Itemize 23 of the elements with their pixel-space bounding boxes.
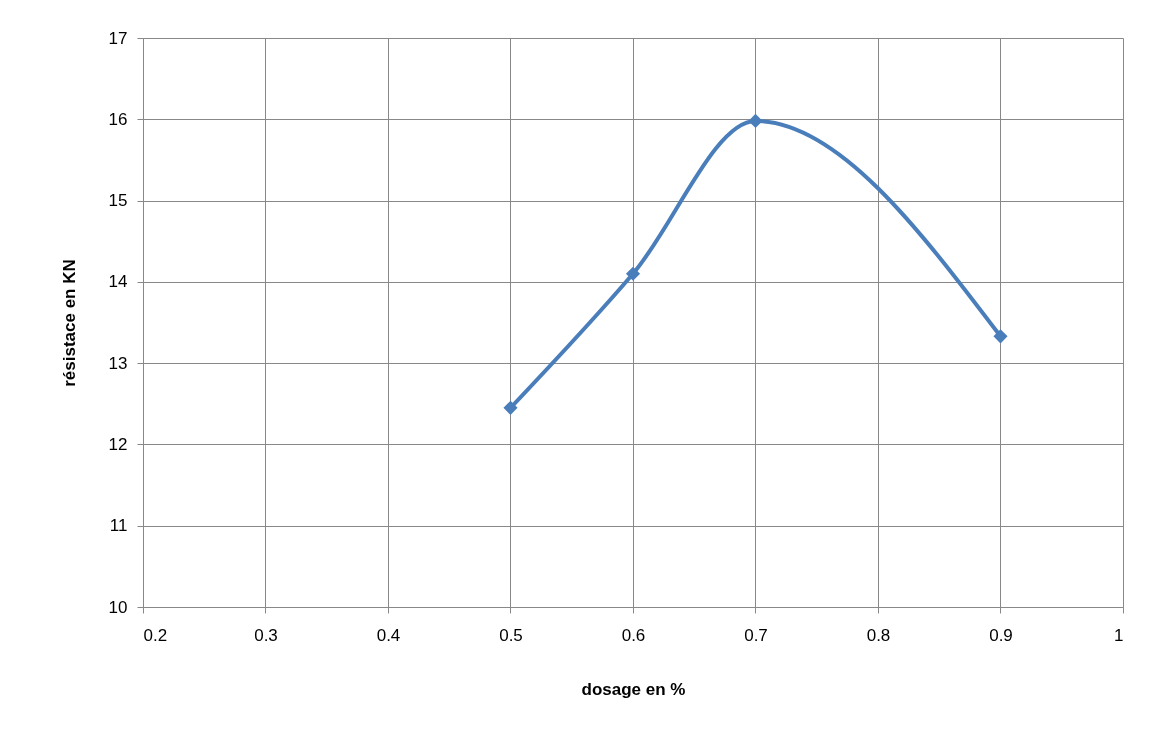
y-tick-label: 13 xyxy=(108,353,128,373)
x-tick-label: 0.7 xyxy=(744,625,768,645)
x-axis-title: dosage en % xyxy=(581,679,686,699)
y-tick-label: 15 xyxy=(108,191,128,211)
y-tick-label: 16 xyxy=(108,109,128,129)
y-tick-label: 12 xyxy=(108,434,128,454)
x-tick-label: 0.2 xyxy=(143,625,168,645)
y-axis-title: résistace en KN xyxy=(59,259,79,387)
point xyxy=(748,113,763,128)
x-tick-label: 0.6 xyxy=(621,625,646,645)
y-tick-label: 17 xyxy=(108,28,128,48)
y-tick-label: 11 xyxy=(109,516,128,536)
point xyxy=(993,329,1008,344)
x-tick-label: 0.5 xyxy=(499,625,523,645)
x-tick-label: 0.9 xyxy=(989,625,1013,645)
x-tick-label: 0.3 xyxy=(254,625,278,645)
y-tick-label: 10 xyxy=(108,597,128,617)
x-tick-label: 0.4 xyxy=(376,625,401,645)
x-tick-label: 1 xyxy=(1114,625,1124,645)
point xyxy=(625,266,641,281)
x-tick-label: 0.8 xyxy=(866,625,891,645)
point xyxy=(503,400,518,415)
y-tick-label: 14 xyxy=(108,272,128,292)
